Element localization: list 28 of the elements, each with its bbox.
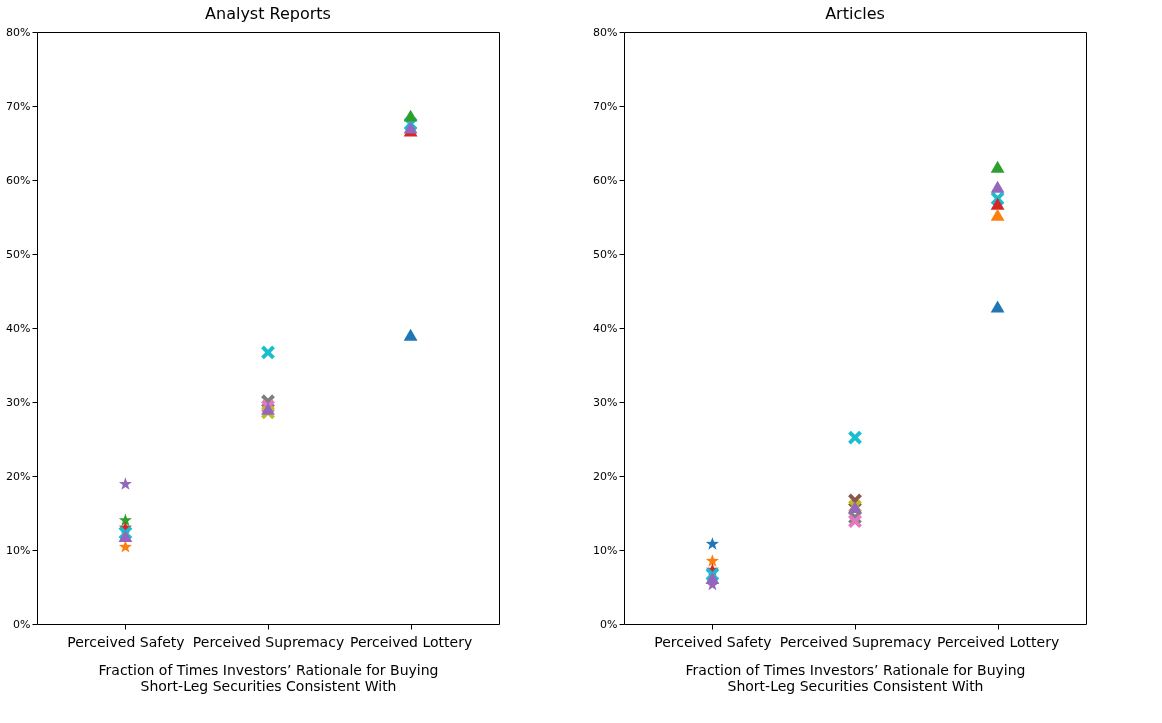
y-tick-label: 50% xyxy=(593,247,618,261)
y-tick-label: 40% xyxy=(593,321,618,335)
y-tick-label: 50% xyxy=(6,247,31,261)
y-tick-label: 80% xyxy=(6,25,31,39)
x-tick-label: Perceived Supremacy xyxy=(779,633,932,650)
y-tick-label: 70% xyxy=(593,99,618,113)
y-tick-label: 0% xyxy=(600,617,618,631)
y-tick-label: 30% xyxy=(6,395,31,409)
x-axis-title: Fraction of Times Investors’ Rationale for Buying Short-Leg Securities Consistent With xyxy=(685,661,1026,694)
y-tick-label: 20% xyxy=(593,469,618,483)
y-tick-label: 60% xyxy=(593,173,618,187)
y-tick-label: 70% xyxy=(6,99,31,113)
y-tick-label: 20% xyxy=(6,469,31,483)
x-tick-label: Perceived Lottery xyxy=(936,633,1060,650)
x-tick-label: Perceived Safety xyxy=(654,633,772,650)
y-tick-label: 40% xyxy=(6,321,31,335)
y-tick-label: 80% xyxy=(593,25,618,39)
y-tick-label: 10% xyxy=(6,543,31,557)
y-tick-label: 30% xyxy=(593,395,618,409)
x-tick-label: Perceived Supremacy xyxy=(192,633,345,650)
x-tick-label: Perceived Safety xyxy=(67,633,185,650)
chart-title: Analyst Reports xyxy=(205,4,331,23)
y-tick-label: 60% xyxy=(6,173,31,187)
x-axis-title: Fraction of Times Investors’ Rationale for Buying Short-Leg Securities Consistent With xyxy=(98,661,439,694)
y-tick-label: 0% xyxy=(13,617,31,631)
y-tick-label: 10% xyxy=(593,543,618,557)
x-tick-label: Perceived Lottery xyxy=(349,633,473,650)
chart-title: Articles xyxy=(825,4,885,23)
